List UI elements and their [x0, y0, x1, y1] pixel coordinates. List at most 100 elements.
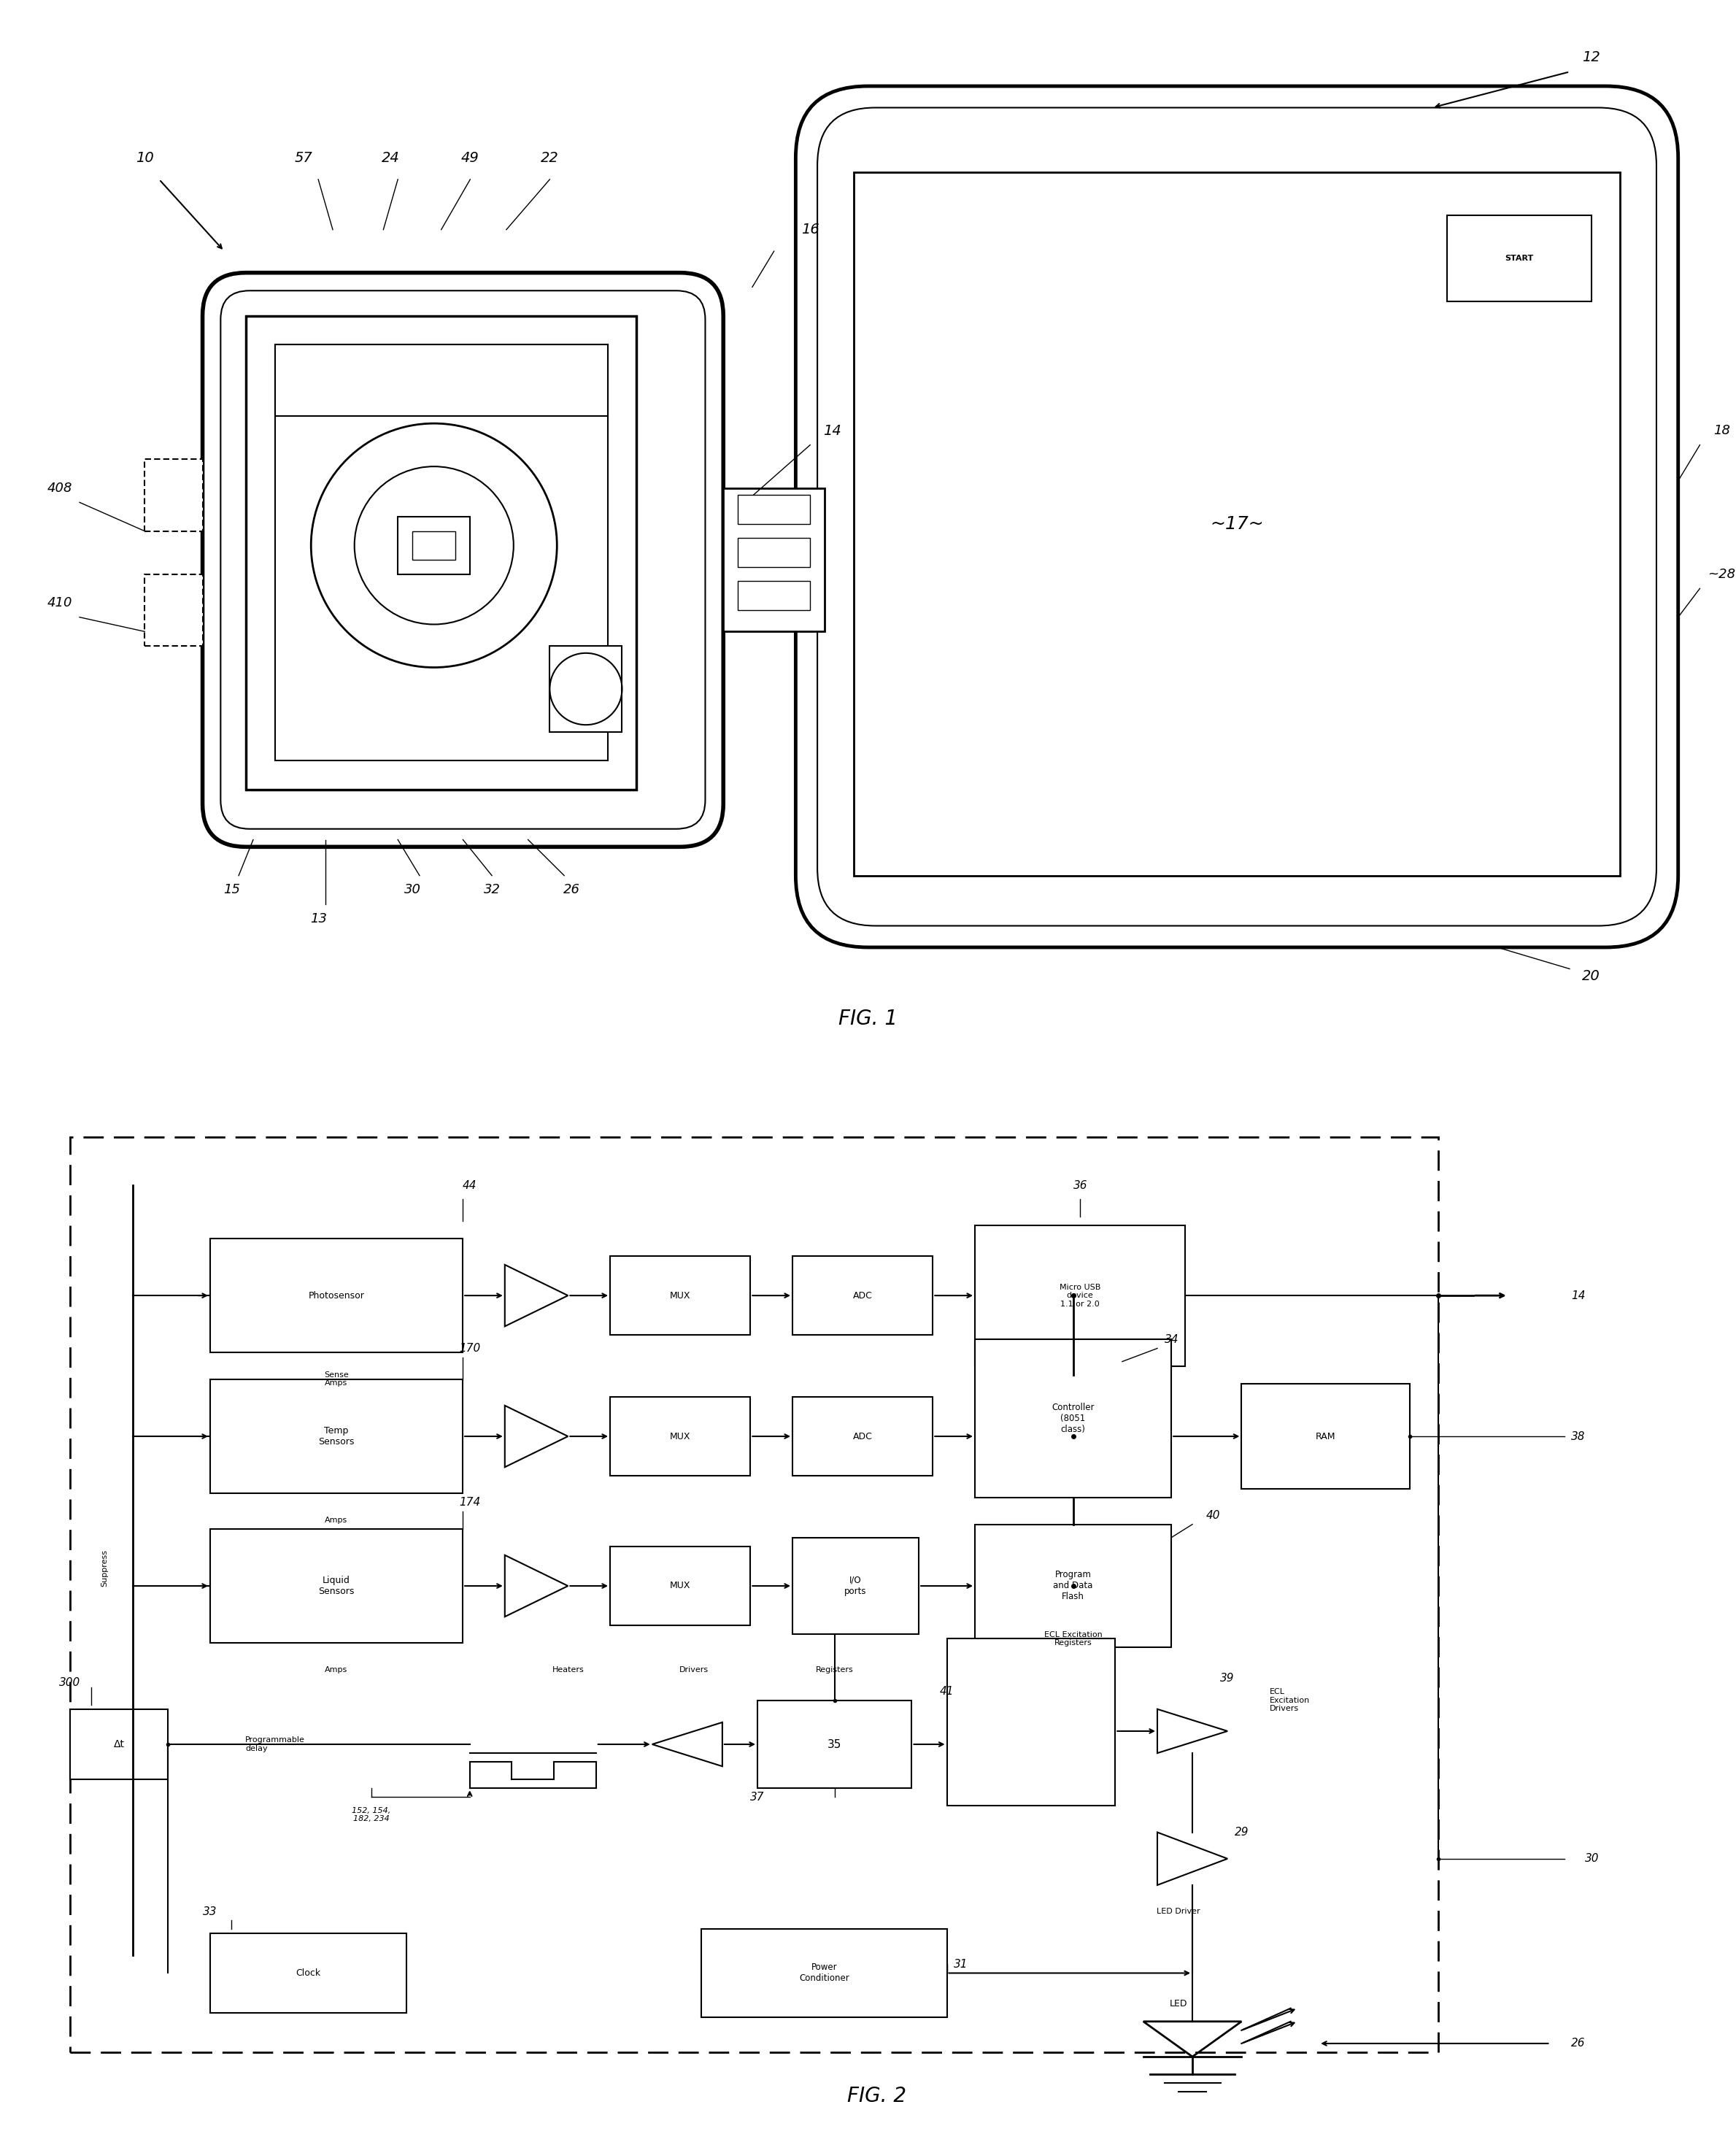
FancyBboxPatch shape	[795, 86, 1679, 947]
Text: ADC: ADC	[852, 1432, 873, 1440]
Text: Micro USB
device
1.1 or 2.0: Micro USB device 1.1 or 2.0	[1059, 1283, 1101, 1307]
Text: 26: 26	[1571, 2039, 1585, 2050]
FancyBboxPatch shape	[818, 108, 1656, 926]
FancyBboxPatch shape	[203, 273, 724, 846]
Text: Heaters: Heaters	[552, 1666, 583, 1673]
Text: ECL
Excitation
Drivers: ECL Excitation Drivers	[1269, 1688, 1311, 1712]
Text: 34: 34	[1165, 1335, 1179, 1346]
Bar	[274, 344, 608, 416]
Text: I/O
ports: I/O ports	[844, 1576, 866, 1595]
Text: Clock: Clock	[295, 1968, 321, 1979]
Bar	[609, 1255, 750, 1335]
Text: Liquid
Sensors: Liquid Sensors	[318, 1576, 354, 1595]
Bar	[411, 532, 455, 560]
Text: 30: 30	[404, 883, 420, 896]
Bar	[144, 575, 203, 646]
Text: 18: 18	[1713, 424, 1731, 437]
Bar	[792, 1537, 918, 1634]
Text: 29: 29	[1234, 1828, 1248, 1839]
Bar	[69, 1709, 168, 1781]
Text: 57: 57	[295, 151, 312, 166]
Text: Δt: Δt	[113, 1740, 125, 1750]
Bar	[398, 517, 470, 575]
Bar	[976, 1339, 1172, 1498]
Text: Sense
Amps: Sense Amps	[325, 1371, 349, 1387]
Bar	[1241, 1384, 1410, 1490]
Text: Amps: Amps	[325, 1516, 347, 1524]
Text: ~28: ~28	[1708, 568, 1736, 581]
Text: 410: 410	[47, 596, 73, 609]
Text: MUX: MUX	[670, 1432, 691, 1440]
Bar	[701, 1929, 946, 2017]
Text: FIG. 1: FIG. 1	[838, 1010, 898, 1029]
Text: 39: 39	[1220, 1673, 1234, 1684]
Text: 37: 37	[750, 1791, 764, 1802]
Bar	[724, 489, 825, 631]
Text: Photosensor: Photosensor	[309, 1292, 365, 1300]
Text: 30: 30	[1585, 1854, 1599, 1864]
Text: Temp
Sensors: Temp Sensors	[318, 1425, 354, 1447]
Text: 36: 36	[1073, 1180, 1087, 1191]
Text: Power
Conditioner: Power Conditioner	[799, 1964, 849, 1983]
Text: 44: 44	[462, 1180, 477, 1191]
Text: 31: 31	[953, 1959, 969, 1970]
Bar	[738, 581, 811, 609]
Bar	[757, 1701, 911, 1789]
Bar	[144, 459, 203, 532]
Bar	[550, 646, 621, 732]
Text: 16: 16	[800, 222, 819, 237]
Bar	[274, 344, 608, 760]
Text: 174: 174	[458, 1496, 481, 1507]
Bar	[738, 538, 811, 566]
Bar	[976, 1524, 1172, 1647]
Text: 38: 38	[1571, 1432, 1585, 1443]
Bar	[247, 316, 637, 790]
Text: 40: 40	[1207, 1509, 1220, 1520]
Bar	[854, 172, 1620, 876]
Text: 49: 49	[462, 151, 479, 166]
Text: FIG. 2: FIG. 2	[847, 2086, 906, 2106]
Text: Amps: Amps	[325, 1666, 347, 1673]
Text: 33: 33	[203, 1905, 217, 1916]
Text: 408: 408	[47, 482, 73, 495]
Text: Drivers: Drivers	[679, 1666, 708, 1673]
Text: 152, 154,
182, 234: 152, 154, 182, 234	[352, 1806, 391, 1824]
Bar	[946, 1638, 1115, 1806]
Text: MUX: MUX	[670, 1292, 691, 1300]
Text: 14: 14	[1571, 1290, 1585, 1300]
Text: 12: 12	[1581, 50, 1601, 65]
Bar	[210, 1238, 464, 1352]
Text: 26: 26	[562, 883, 580, 896]
Text: 10: 10	[135, 151, 155, 166]
Text: 32: 32	[483, 883, 500, 896]
Bar	[609, 1397, 750, 1477]
Text: ADC: ADC	[852, 1292, 873, 1300]
Text: 22: 22	[540, 151, 559, 166]
Bar	[210, 1380, 464, 1494]
Text: 300: 300	[59, 1677, 80, 1688]
Bar	[792, 1397, 932, 1477]
Text: RAM: RAM	[1316, 1432, 1335, 1440]
Text: Suppress: Suppress	[101, 1550, 109, 1587]
Text: 20: 20	[1581, 969, 1601, 984]
Text: 15: 15	[222, 883, 240, 896]
Text: 170: 170	[458, 1343, 481, 1354]
Bar	[210, 1529, 464, 1643]
Bar	[1446, 215, 1592, 301]
Text: 35: 35	[828, 1740, 842, 1750]
Text: LED: LED	[1170, 2000, 1187, 2009]
Text: ~17~: ~17~	[1210, 515, 1264, 532]
Bar	[69, 1137, 1437, 2052]
Bar	[738, 495, 811, 523]
Text: 14: 14	[823, 424, 840, 437]
Bar	[609, 1546, 750, 1626]
Text: 24: 24	[382, 151, 399, 166]
Text: Controller
(8051
class): Controller (8051 class)	[1052, 1404, 1094, 1434]
Text: Programmable
delay: Programmable delay	[245, 1737, 306, 1753]
Text: 13: 13	[309, 913, 326, 926]
Bar	[976, 1225, 1186, 1365]
Text: Program
and Data
Flash: Program and Data Flash	[1054, 1570, 1094, 1602]
FancyBboxPatch shape	[220, 291, 705, 829]
Text: START: START	[1505, 254, 1533, 263]
Text: 41: 41	[939, 1686, 955, 1697]
